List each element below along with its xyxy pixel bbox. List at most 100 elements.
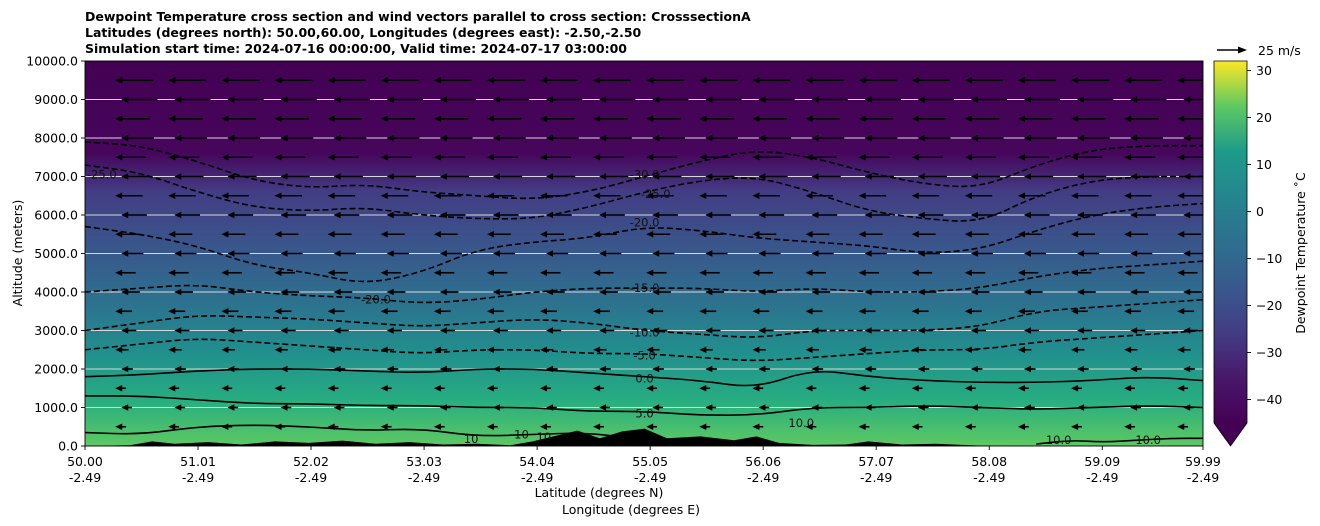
contour-label: 10 <box>537 430 552 444</box>
wind-arrow-head <box>168 346 176 353</box>
wind-arrow-head <box>1124 77 1132 84</box>
wind-arrow-head <box>652 404 660 411</box>
x-tick-label-lon: -2.49 <box>1086 470 1118 485</box>
colorbar-tick-label: −40 <box>1256 392 1282 407</box>
wind-arrow-head <box>858 154 866 161</box>
wind-arrow-head <box>439 96 447 103</box>
wind-arrow-head <box>1177 423 1185 430</box>
wind-arrow-head <box>327 269 335 276</box>
wind-arrow-head <box>1177 231 1185 238</box>
wind-arrow-head <box>1071 154 1079 161</box>
wind-arrow-head <box>699 231 707 238</box>
y-tick-label: 7000.0 <box>34 169 78 184</box>
wind-arrow-head <box>1077 96 1085 103</box>
y-tick-label: 5000.0 <box>34 246 78 261</box>
wind-arrow-head <box>646 77 654 84</box>
wind-key-arrowhead <box>1238 46 1247 54</box>
x-axis-label-lat: Latitude (degrees N) <box>535 485 664 500</box>
chart-title-line-2: Latitudes (degrees north): 50.00,60.00, … <box>85 25 642 40</box>
wind-arrow-head <box>911 115 919 122</box>
wind-arrow-head <box>1124 154 1132 161</box>
wind-arrow-head <box>911 346 919 353</box>
wind-arrow-head <box>227 404 235 411</box>
contour-label: -25.0 <box>641 187 671 201</box>
x-tick-label-lat: 50.00 <box>67 454 103 469</box>
wind-arrow-head <box>646 154 654 161</box>
x-tick-label-lon: -2.49 <box>634 470 666 485</box>
wind-arrow-head <box>970 96 978 103</box>
wind-arrow-head <box>380 154 388 161</box>
wind-arrow-head <box>174 134 182 142</box>
colorbar-gradient <box>1214 61 1247 423</box>
wind-arrow-head <box>1071 115 1079 122</box>
colorbar-tick-label: 20 <box>1256 110 1272 125</box>
wind-arrow-head <box>546 250 554 257</box>
wind-arrow-head <box>115 346 123 353</box>
wind-arrow-head <box>540 231 548 238</box>
wind-arrow-head <box>1071 423 1079 430</box>
wind-arrow-head <box>752 269 760 276</box>
colorbar-tick-label: 10 <box>1256 157 1272 172</box>
wind-arrow-head <box>758 365 766 373</box>
contour-line <box>85 141 1203 200</box>
contour-label: -20.0 <box>630 216 660 230</box>
wind-arrow-head <box>115 269 123 276</box>
y-tick-label: 3000.0 <box>34 323 78 338</box>
wind-arrow-head <box>758 96 766 103</box>
wind-arrow-head <box>121 288 129 296</box>
wind-arrow-head <box>380 115 388 122</box>
wind-arrow-head <box>174 327 182 334</box>
wind-arrow-head <box>705 365 713 373</box>
wind-arrow-head <box>1177 154 1185 161</box>
wind-arrow-head <box>970 250 978 257</box>
wind-arrow-head <box>380 77 388 84</box>
wind-arrow-head <box>121 327 129 334</box>
wind-arrow-head <box>115 115 123 122</box>
wind-arrow-head <box>811 288 819 296</box>
wind-arrow-head <box>333 211 341 219</box>
wind-arrow-head <box>121 173 129 180</box>
x-tick-label-lat: 55.05 <box>632 454 668 469</box>
wind-arrow-head <box>1183 250 1191 257</box>
wind-arrow-head <box>805 308 813 315</box>
wind-arrow-head <box>805 423 813 430</box>
wind-arrow-head <box>858 423 866 430</box>
wind-arrow-head <box>1177 192 1185 199</box>
wind-arrow-head <box>1071 231 1079 238</box>
contour-label: 5.0 <box>635 406 653 420</box>
wind-arrow-head <box>274 269 282 276</box>
wind-arrow-head <box>1130 327 1138 334</box>
wind-arrow-head <box>386 134 394 142</box>
wind-arrow-head <box>652 134 660 142</box>
wind-arrow-head <box>174 404 182 411</box>
wind-arrow-head <box>911 192 919 199</box>
y-axis: 0.0 1000.0 2000.0 3000.0 4000.0 5000.0 6000.0 7… <box>26 54 85 454</box>
wind-arrow-head <box>699 308 707 315</box>
wind-arrow-head <box>1130 134 1138 142</box>
x-tick-label-lon: -2.49 <box>860 470 892 485</box>
wind-arrow-head <box>115 308 123 315</box>
contour-label: -15.0 <box>630 281 660 295</box>
wind-arrow-head <box>121 134 129 142</box>
contour-label: 10 <box>514 427 529 441</box>
wind-arrow-head <box>593 269 601 276</box>
wind-arrow-head <box>599 327 607 334</box>
wind-arrow-head <box>1023 134 1031 142</box>
wind-arrow-head <box>274 346 282 353</box>
contour-label: -10.0 <box>630 325 660 339</box>
wind-arrow-head <box>333 96 341 103</box>
wind-arrow-head <box>1177 346 1185 353</box>
wind-arrow-head <box>964 115 972 122</box>
wind-key-label: 25 m/s <box>1258 43 1301 58</box>
wind-arrow-head <box>805 385 813 392</box>
wind-arrow-head <box>864 173 872 180</box>
wind-arrow-head <box>705 327 713 334</box>
wind-arrow-head <box>227 327 235 334</box>
wind-arrow-head <box>333 327 341 334</box>
colorbar-extend-min <box>1214 423 1247 446</box>
wind-arrow-head <box>1183 96 1191 103</box>
wind-arrow-head <box>1077 173 1085 180</box>
colorbar: −40 −30 −20 −10 0 10 20 30 Dewpoint Temperature… <box>1213 60 1308 447</box>
contour-label: 10.0 <box>1135 433 1161 447</box>
